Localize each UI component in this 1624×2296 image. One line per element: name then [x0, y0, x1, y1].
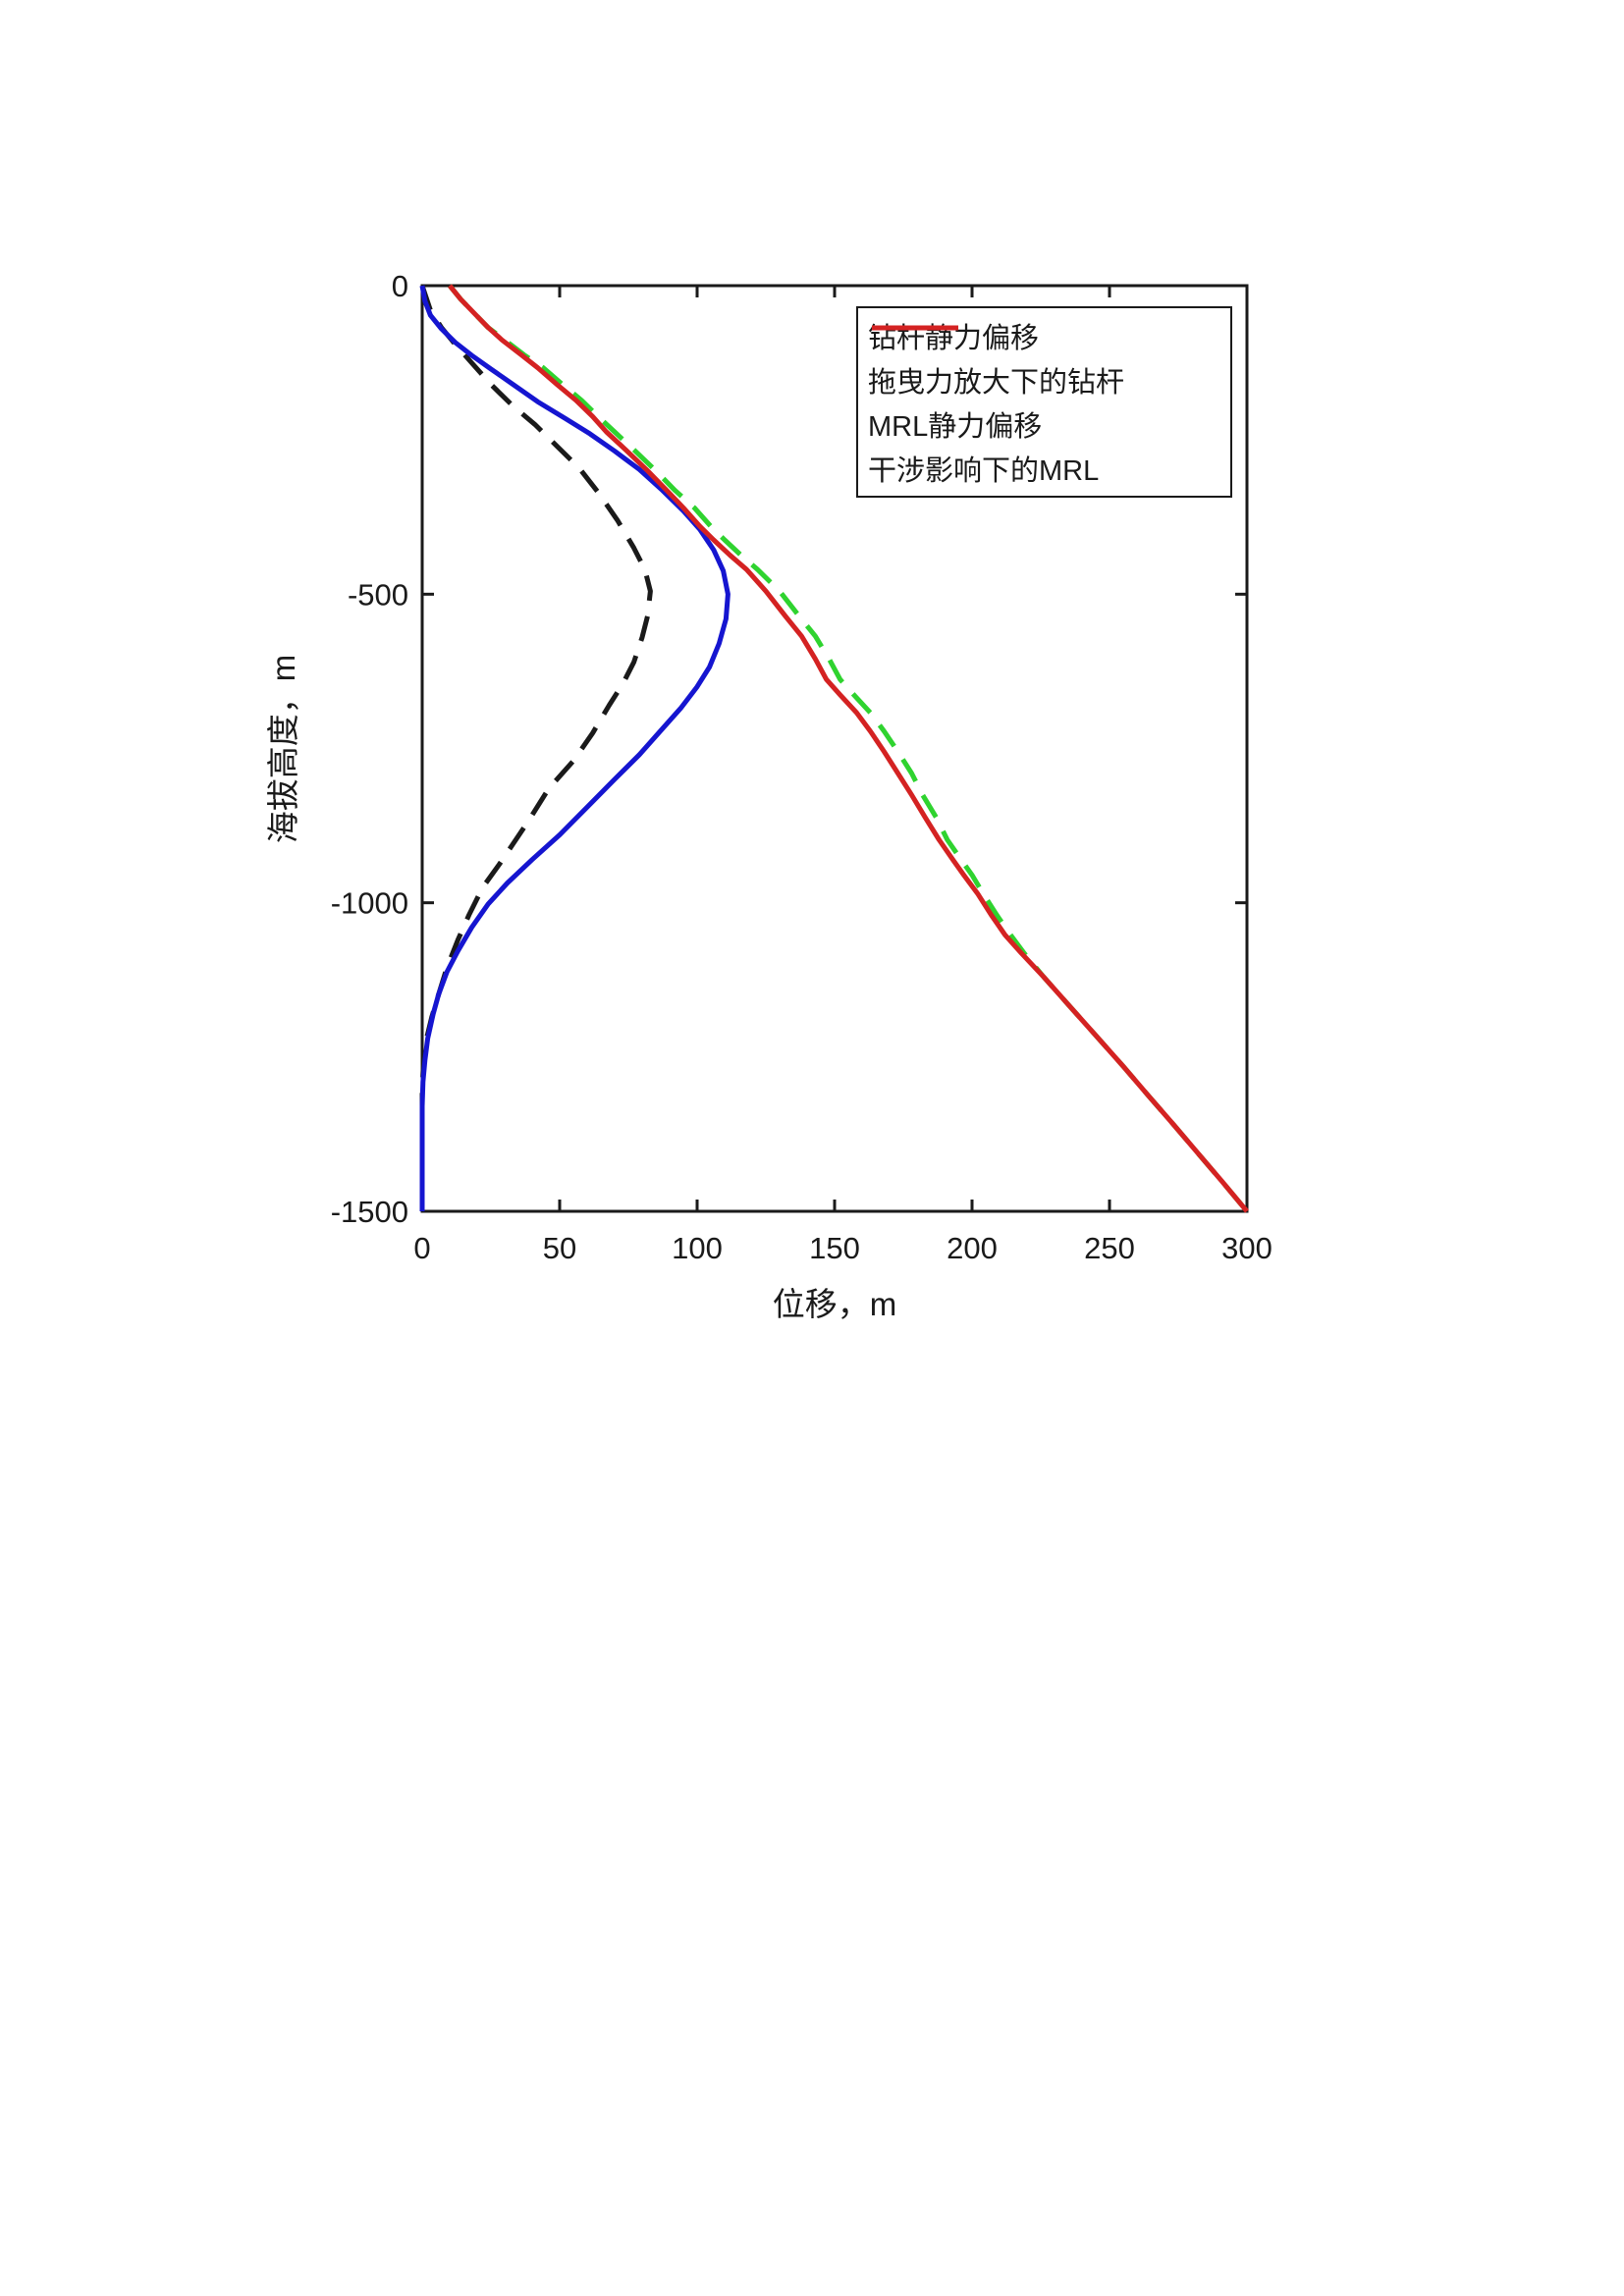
x-tick-label: 100 — [672, 1231, 723, 1265]
x-tick-label: 300 — [1221, 1231, 1272, 1265]
legend-sample-solid-red — [872, 325, 958, 331]
x-tick-label: 250 — [1084, 1231, 1135, 1265]
curve-drillpipe-static — [419, 285, 653, 1211]
y-tick-label: -1000 — [331, 886, 408, 921]
legend-box: 钻杆静力偏移 拖曳力放大下的钻杆 MRL静力偏移 干涉影响下的MRL — [856, 306, 1232, 498]
legend-entry-mrl-interference: 干涉影响下的MRL — [858, 325, 1230, 488]
curve-mrl-interference — [448, 284, 1249, 1213]
curve-drillpipe-drag — [419, 285, 731, 1211]
y-tick-label: -1500 — [331, 1195, 408, 1229]
data-curves — [419, 284, 1249, 1213]
legend-label: 干涉影响下的MRL — [868, 454, 1100, 487]
x-axis-label: 位移，m — [773, 1286, 897, 1322]
legend-label: 拖曳力放大下的钻杆 — [868, 367, 1125, 400]
y-axis-label: 海拔高度，m — [265, 655, 301, 844]
legend-entry-mrl-static: MRL静力偏移 — [858, 325, 1230, 444]
x-tick-label: 50 — [543, 1231, 576, 1265]
legend-label: MRL静力偏移 — [868, 410, 1043, 443]
y-tick-labels: 0 -500 -1000 -1500 — [331, 269, 408, 1229]
x-tick-label: 200 — [947, 1231, 998, 1265]
x-tick-label: 0 — [413, 1231, 430, 1265]
y-tick-label: 0 — [392, 269, 408, 303]
x-tick-labels: 0 50 100 150 200 250 300 — [413, 1231, 1272, 1265]
legend-entry-drillpipe-drag: 拖曳力放大下的钻杆 — [858, 325, 1230, 400]
y-tick-label: -500 — [348, 577, 408, 612]
x-tick-label: 150 — [809, 1231, 860, 1265]
